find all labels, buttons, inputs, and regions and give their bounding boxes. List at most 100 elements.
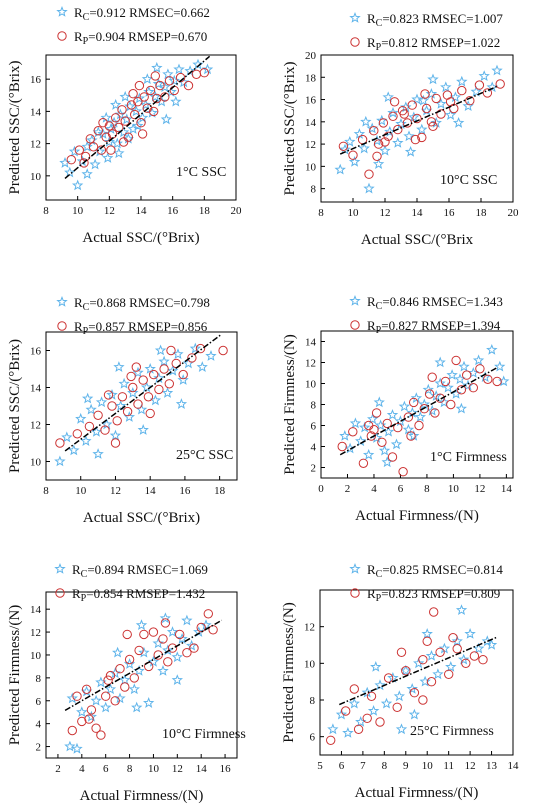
x-axis-label: Actual Firmness/(N)	[355, 508, 479, 524]
prediction-point	[418, 695, 428, 705]
prediction-point	[134, 645, 144, 656]
calibration-point	[421, 628, 433, 639]
prediction-point	[189, 643, 199, 653]
calibration-point	[382, 91, 394, 103]
x-tick-label: 16	[444, 207, 456, 219]
calibration-point	[353, 128, 366, 139]
calibration-point	[160, 113, 172, 125]
prediction-point	[396, 647, 407, 657]
y-axis-label: Predicted Firmness/(N)	[282, 334, 298, 474]
calibration-point	[348, 697, 360, 709]
calibration-point	[205, 350, 217, 361]
prediction-point	[85, 134, 96, 144]
y-tick-label: 10	[30, 171, 42, 183]
plot-frame	[319, 589, 514, 756]
prediction-series	[338, 79, 505, 179]
calibration-point	[414, 411, 427, 422]
panel-label: 1°C Firmness	[430, 450, 507, 465]
prediction-point	[187, 353, 197, 363]
prediction-point	[79, 158, 89, 168]
prediction-point	[406, 431, 416, 441]
calibration-point	[452, 116, 465, 128]
prediction-point	[138, 375, 148, 385]
prediction-point	[382, 418, 392, 429]
calibration-point	[132, 119, 144, 131]
prediction-point	[393, 124, 403, 135]
calibration-point	[334, 163, 346, 175]
y-axis-label: Predicted SSC/(°Brix)	[282, 62, 298, 196]
calibration-point	[111, 137, 123, 149]
calibration-point	[128, 683, 141, 695]
x-tick-label: 12	[380, 207, 391, 219]
calibration-point	[136, 111, 149, 123]
legend-prediction: RP=0.823 RMSEP=0.809	[367, 586, 500, 604]
panel-label: 25°C Firmness	[410, 724, 494, 739]
prediction-point	[164, 76, 175, 86]
y-tick-label: 12	[304, 622, 315, 634]
calibration-point	[374, 679, 386, 691]
calibration-point	[64, 166, 76, 178]
stat-subscript: C	[81, 569, 88, 580]
calibration-point	[71, 179, 84, 191]
prediction-point	[124, 654, 135, 665]
y-tick-label: 20	[305, 50, 317, 62]
y-tick-label: 8	[310, 695, 316, 707]
x-tick-label: 4	[79, 763, 85, 775]
calibration-point	[119, 90, 131, 102]
calibration-point	[367, 413, 379, 424]
prediction-point	[103, 675, 113, 685]
prediction-point	[131, 362, 142, 372]
calibration-point	[147, 655, 160, 667]
prediction-point	[440, 376, 451, 387]
prediction-point	[435, 393, 445, 403]
stat-subscript: P	[376, 325, 382, 336]
prediction-point	[84, 421, 95, 432]
calibration-point	[61, 431, 73, 443]
x-tick-label: 5	[317, 760, 323, 772]
stat-subscript: P	[376, 593, 382, 604]
x-tick-label: 10	[448, 483, 460, 495]
prediction-point	[160, 618, 171, 628]
calibration-point	[173, 63, 185, 75]
x-tick-label: 20	[508, 207, 520, 219]
prediction-point	[478, 655, 488, 665]
calibration-point	[122, 132, 135, 144]
prediction-point	[420, 89, 430, 99]
calibration-point	[426, 404, 438, 416]
calibration-point	[440, 81, 452, 93]
calibration-point	[491, 64, 503, 76]
calibration-point	[140, 98, 152, 110]
calibration-point	[342, 727, 354, 738]
calibration-point	[378, 444, 391, 456]
x-tick-label: 6	[398, 483, 404, 495]
calibration-point	[494, 360, 506, 372]
panel-label: 10°C SSC	[440, 173, 497, 188]
calibration-series	[339, 343, 510, 468]
calibration-point	[158, 355, 170, 367]
prediction-point	[398, 467, 408, 477]
calibration-point	[103, 136, 116, 147]
prediction-point	[422, 636, 432, 646]
calibration-point	[425, 650, 438, 661]
prediction-point	[163, 657, 173, 667]
x-tick-label: 2	[55, 763, 61, 775]
stat-symbol: R	[367, 586, 376, 601]
stat-values: =0.846 RMSEC=1.343	[382, 294, 503, 309]
calibration-point	[186, 639, 198, 651]
calibration-point	[344, 135, 356, 147]
prediction-point	[67, 725, 78, 736]
stat-values: =0.868 RMSEC=0.798	[89, 295, 210, 310]
prediction-point	[373, 139, 384, 149]
prediction-point	[414, 420, 424, 431]
prediction-point	[378, 118, 389, 128]
panel-6: 5 6 7 8 9 10 11 12 13 14 6 8 10 12 Actual Firmness/(N)…	[281, 562, 519, 801]
calibration-point	[149, 90, 161, 102]
y-tick-label: 16	[30, 346, 42, 358]
calibration-point	[384, 125, 396, 137]
stat-values: =0.823 RMSEP=0.809	[381, 586, 500, 601]
calibration-point	[159, 81, 171, 92]
calibration-point	[435, 98, 447, 109]
calibration-point	[348, 155, 361, 167]
calibration-point	[68, 444, 80, 456]
prediction-point	[139, 629, 149, 640]
